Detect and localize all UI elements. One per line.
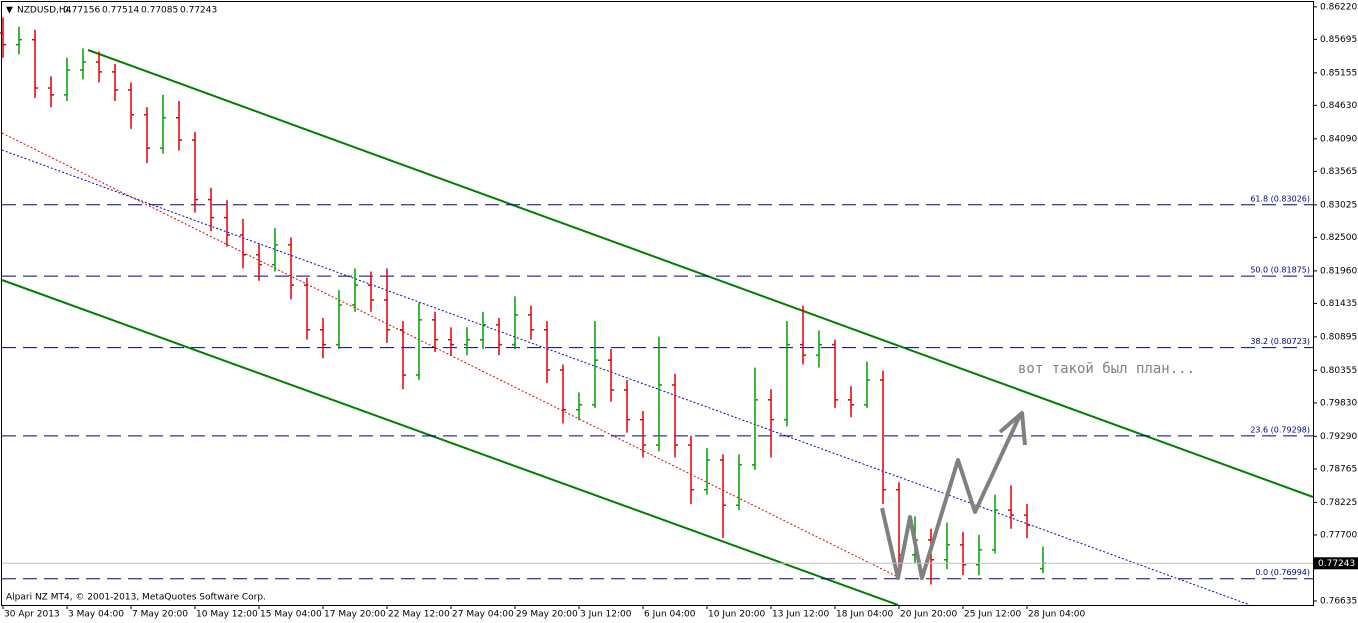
x-tick-label: 7 May 20:00 (132, 610, 188, 620)
y-tick-label: 0.79830 (1320, 398, 1357, 408)
price-label: 0.77243 (1318, 559, 1355, 569)
x-tick-label: 20 Jun 20:00 (900, 610, 957, 620)
x-tick-label: 28 Jun 04:00 (1028, 610, 1085, 620)
x-tick-label: 15 May 04:00 (260, 610, 322, 620)
channel-upper (87, 49, 1314, 498)
channel-lower (1, 279, 899, 606)
fib-label: 50.0 (0.81875) (1250, 266, 1310, 275)
annotation: вот такой был план... (1018, 361, 1195, 377)
x-tick-label: 25 Jun 12:00 (964, 610, 1021, 620)
y-tick-label: 0.83565 (1320, 167, 1357, 177)
ohlc-close: 0.77243 (180, 6, 217, 16)
y-tick-label: 0.79290 (1320, 432, 1357, 442)
y-tick-label: 0.84630 (1320, 101, 1357, 111)
ohlc-open: 0.77156 (63, 6, 100, 16)
y-tick-label: 0.83025 (1320, 200, 1357, 210)
y-tick-label: 0.84090 (1320, 134, 1357, 144)
y-tick-label: 0.81960 (1320, 266, 1357, 276)
ohlc-high: 0.77514 (102, 6, 139, 16)
y-tick-label: 0.78225 (1320, 498, 1357, 508)
y-tick-label: 0.80355 (1320, 366, 1357, 376)
x-tick-label: 13 Jun 12:00 (772, 610, 829, 620)
x-tick-label: 17 May 20:00 (324, 610, 386, 620)
y-tick-label: 0.85155 (1320, 68, 1357, 78)
fib-label: 38.2 (0.80723) (1250, 337, 1310, 346)
y-tick-label: 0.86220 (1320, 2, 1357, 12)
menu-arrow[interactable]: ▼ (6, 6, 13, 16)
x-tick-label: 30 Apr 2013 (4, 610, 60, 620)
x-tick-label: 10 Jun 20:00 (708, 610, 765, 620)
y-tick-label: 0.77700 (1320, 530, 1357, 540)
symbol: NZDUSD,H4 (17, 6, 72, 16)
y-tick-label: 0.80895 (1320, 332, 1357, 342)
x-tick-label: 3 May 04:00 (68, 610, 124, 620)
x-tick-label: 3 Jun 12:00 (580, 610, 632, 620)
fib-label: 23.6 (0.79298) (1250, 425, 1310, 434)
fib-label: 0.0 (0.76994) (1255, 568, 1310, 577)
y-tick-label: 0.78765 (1320, 464, 1357, 474)
y-tick-label: 0.85695 (1320, 35, 1357, 45)
trend-blue (1, 149, 1251, 606)
x-tick-label: 27 May 04:00 (452, 610, 514, 620)
trend-red (1, 132, 899, 578)
x-tick-label: 10 May 12:00 (196, 610, 258, 620)
x-tick-label: 29 May 20:00 (516, 610, 578, 620)
plan-arrowhead (998, 411, 1027, 446)
x-tick-label: 6 Jun 04:00 (644, 610, 696, 620)
bars-group (0, 17, 1046, 585)
x-tick-label: 22 May 12:00 (388, 610, 450, 620)
y-tick-label: 0.82500 (1320, 233, 1357, 243)
y-tick-label: 0.81435 (1320, 299, 1357, 309)
price-box (1314, 557, 1358, 570)
x-tick-label: 18 Jun 04:00 (836, 610, 893, 620)
fib-label: 61.8 (0.83026) (1250, 194, 1310, 203)
fib-group: 61.8 (0.83026) 50.0 (0.81875) 38.2 (0.8072… (2, 194, 1313, 580)
ohlc-low: 0.77085 (141, 6, 178, 16)
y-tick-label: 0.76635 (1320, 596, 1357, 606)
footer: Alpari NZ MT4, © 2001-2013, MetaQuotes S… (6, 593, 266, 603)
plan-arrow (880, 414, 1022, 580)
